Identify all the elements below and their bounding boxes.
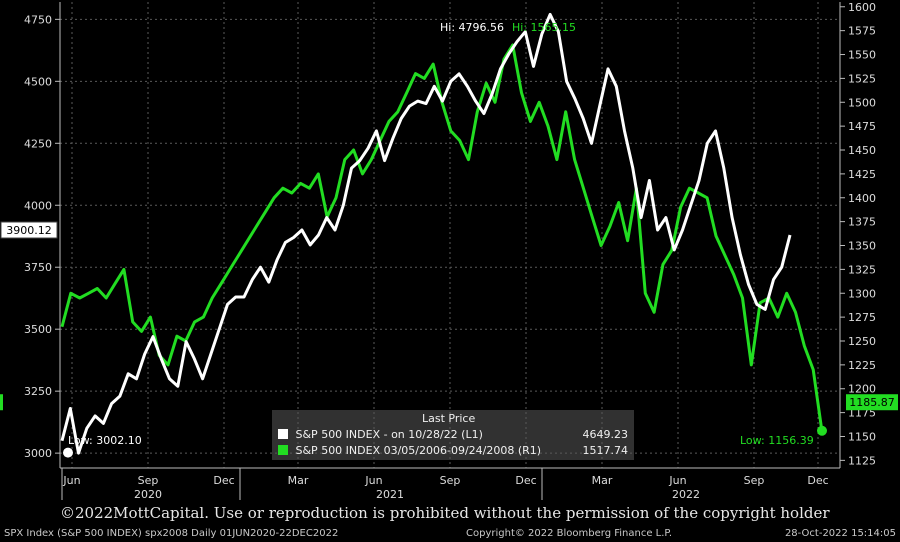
grid — [60, 2, 840, 468]
left-tick-label: 4750 — [24, 13, 52, 26]
right-tick-label: 1325 — [848, 263, 876, 276]
legend-box: Last Price S&P 500 INDEX - on 10/28/22 (… — [272, 410, 634, 460]
left-tick-label: 3250 — [24, 385, 52, 398]
right-tick-label: 1550 — [848, 49, 876, 62]
left-tick-label: 4000 — [24, 199, 52, 212]
right-tick-label: 1275 — [848, 311, 876, 324]
footer-center: Copyright© 2022 Bloomberg Finance L.P. — [466, 528, 673, 539]
legend-row-green: S&P 500 INDEX 03/05/2006-09/24/2008 (R1) — [278, 444, 541, 457]
right-tick-label: 1200 — [848, 383, 876, 396]
low-label-green: Low: 1156.39 — [740, 434, 814, 447]
right-tick-label: 1350 — [848, 240, 876, 253]
low-marker-green — [817, 425, 827, 436]
last-price-value-right: 1185.87 — [849, 396, 895, 409]
legend-row-white: S&P 500 INDEX - on 10/28/22 (L1) — [278, 428, 483, 441]
left-tick-label: 3000 — [24, 447, 52, 460]
footer-left: SPX Index (S&P 500 INDEX) spx2008 Daily … — [4, 528, 339, 539]
low-marker-white — [63, 447, 73, 458]
left-tick-label: 3750 — [24, 261, 52, 274]
x-tick-label: Dec — [213, 474, 234, 487]
right-tick-label: 1250 — [848, 335, 876, 348]
right-tick-label: 1500 — [848, 96, 876, 109]
legend-value-white: 4649.23 — [582, 428, 629, 441]
right-tick-label: 1425 — [848, 168, 876, 181]
series-line-white — [60, 12, 792, 455]
right-tick-label: 1375 — [848, 216, 876, 229]
left-tick-label: 4250 — [24, 137, 52, 150]
legend-swatch-white — [278, 429, 288, 439]
series-lines — [60, 12, 824, 455]
last-price-tag-right — [846, 394, 898, 411]
right-tick-label: 1400 — [848, 192, 876, 205]
right-tick-label: 1600 — [848, 1, 876, 14]
chart-labels: Hi: 4796.56 Hi: 1565.15 Low: 3002.10 Low: 1… — [0, 21, 898, 458]
right-tick-label: 1125 — [848, 454, 876, 467]
last-price-value-left: 3900.12 — [6, 224, 52, 237]
right-tick-label: 1575 — [848, 25, 876, 38]
x-tick-label: Jun — [668, 474, 686, 487]
x-tick-label: Dec — [807, 474, 828, 487]
right-tick-label: 1450 — [848, 144, 876, 157]
right-tick-label: 1300 — [848, 287, 876, 300]
x-tick-label: Mar — [288, 474, 309, 487]
legend-title: Last Price — [422, 412, 476, 425]
right-tick-label: 1475 — [848, 120, 876, 133]
x-tick-label: Sep — [138, 474, 159, 487]
legend-value-green: 1517.74 — [582, 444, 629, 457]
x-year-label: 2022 — [672, 488, 700, 501]
x-tick-label: Jun — [62, 474, 80, 487]
x-year-label: 2021 — [376, 488, 404, 501]
green-edge-marker — [0, 394, 3, 411]
left-tick-label: 4500 — [24, 75, 52, 88]
axes: Jun Sep Dec Mar Jun Sep Dec Mar Jun Sep Dec 2020 202… — [24, 1, 876, 501]
footer-right: 28-Oct-2022 15:14:05 — [784, 528, 896, 539]
x-year-label: 2020 — [134, 488, 162, 501]
x-tick-label: Sep — [744, 474, 765, 487]
copyright-notice: ©2022MottCapital. Use or reproduction is… — [60, 504, 830, 522]
right-tick-label: 1225 — [848, 359, 876, 372]
series-line-green — [60, 43, 824, 432]
left-tick-label: 3500 — [24, 323, 52, 336]
last-price-tag-left — [0, 221, 58, 239]
hi-label-green: Hi: 1565.15 — [512, 21, 576, 34]
low-label-white: Low: 3002.10 — [68, 434, 142, 447]
x-tick-label: Jun — [364, 474, 382, 487]
legend-swatch-green — [278, 445, 288, 455]
x-tick-label: Mar — [592, 474, 613, 487]
footer-bar: SPX Index (S&P 500 INDEX) spx2008 Daily … — [0, 526, 900, 542]
legend-label-green: S&P 500 INDEX 03/05/2006-09/24/2008 (R1) — [295, 444, 542, 457]
x-tick-label: Sep — [440, 474, 461, 487]
hi-label-white: Hi: 4796.56 — [440, 21, 504, 34]
x-tick-label: Dec — [515, 474, 536, 487]
legend-label-white: S&P 500 INDEX - on 10/28/22 (L1) — [295, 428, 483, 441]
right-tick-label: 1525 — [848, 72, 876, 85]
right-tick-label: 1150 — [848, 430, 876, 443]
